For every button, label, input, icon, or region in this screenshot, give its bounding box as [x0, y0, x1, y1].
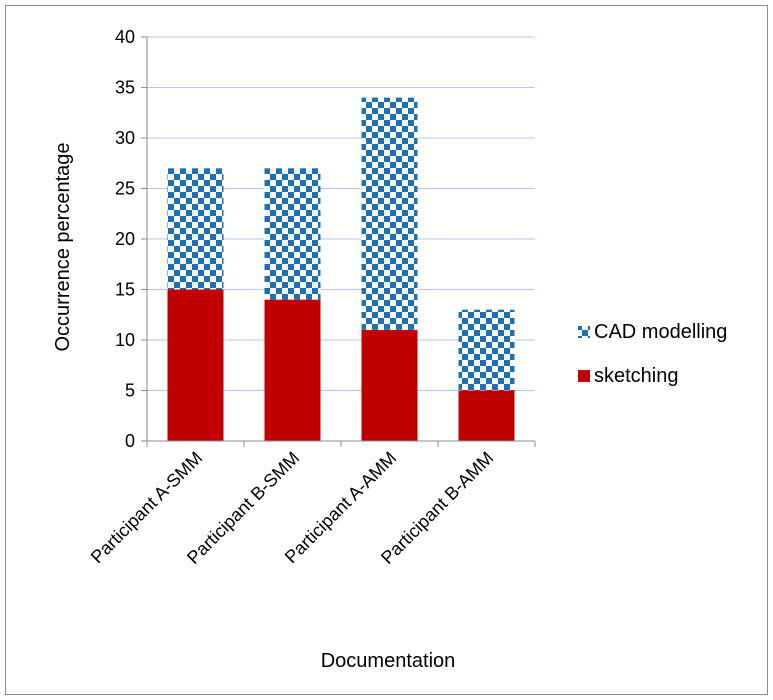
- y-tick-label: 40: [115, 27, 135, 47]
- y-tick-label: 30: [115, 128, 135, 148]
- y-tick-label: 5: [125, 381, 135, 401]
- bar-cad-modelling: [167, 168, 224, 290]
- y-tick-label: 10: [115, 330, 135, 350]
- legend: CAD modelling sketching: [578, 321, 727, 387]
- bar-sketching: [458, 390, 515, 441]
- y-tick-label: 0: [125, 431, 135, 451]
- bar-cad-modelling: [361, 97, 418, 330]
- bar-cad-modelling: [458, 309, 515, 391]
- bars: [167, 97, 515, 441]
- y-tick-label: 15: [115, 280, 135, 300]
- legend-label: sketching: [594, 365, 679, 387]
- x-axis-title: Documentation: [321, 650, 456, 672]
- bar-sketching: [361, 329, 418, 441]
- bar-sketching: [264, 299, 321, 441]
- y-tick-label: 20: [115, 229, 135, 249]
- y-tick-label: 35: [115, 78, 135, 98]
- legend-swatch-sketching: [578, 370, 590, 382]
- y-tick-label: 25: [115, 179, 135, 199]
- bar-cad-modelling: [264, 168, 321, 300]
- y-axis: 0 5 10 15 20 25 30 35 40: [115, 27, 148, 451]
- legend-label: CAD modelling: [594, 321, 727, 343]
- y-axis-title: Occurrence percentage: [52, 142, 74, 351]
- bar-sketching: [167, 289, 224, 441]
- legend-swatch-cad-modelling: [578, 326, 590, 338]
